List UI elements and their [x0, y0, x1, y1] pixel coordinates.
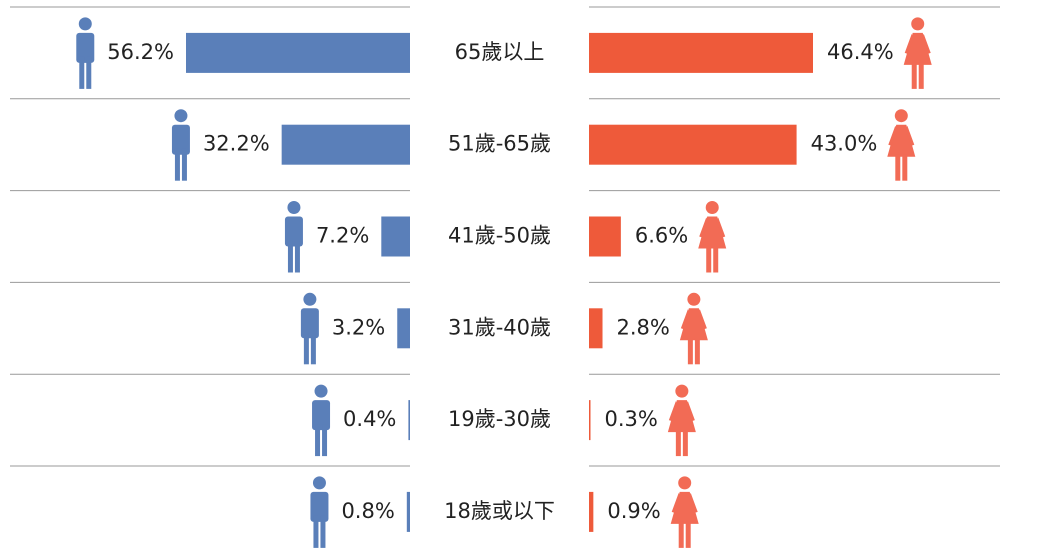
- icon-body: [300, 308, 319, 339]
- icon-body: [171, 124, 190, 155]
- icon-leg: [320, 515, 326, 548]
- category-label: 51歲-65歲: [448, 132, 551, 156]
- icon-leg: [918, 62, 924, 89]
- icon-arms: [671, 492, 698, 513]
- bar: [589, 308, 603, 349]
- icon-body: [76, 32, 95, 63]
- category-label: 31歲-40歲: [448, 315, 551, 339]
- bar: [186, 32, 410, 73]
- value-label: 46.4%: [827, 40, 894, 64]
- icon-body: [312, 400, 331, 431]
- value-label: 43.0%: [811, 132, 878, 156]
- icon-head: [678, 476, 692, 490]
- icon-head: [911, 17, 925, 31]
- female-icon: [667, 384, 696, 457]
- icon-leg: [706, 246, 712, 273]
- female-icon: [903, 17, 932, 89]
- icon-leg: [315, 424, 321, 457]
- female-icon: [698, 201, 727, 273]
- value-label: 7.2%: [316, 224, 369, 248]
- bar: [381, 216, 410, 257]
- icon-arms: [680, 309, 707, 330]
- bar: [589, 124, 797, 165]
- value-label: 3.2%: [332, 315, 385, 339]
- icon-head: [705, 201, 719, 214]
- value-label: 32.2%: [203, 132, 270, 156]
- category-label: 19歲-30歲: [448, 407, 551, 431]
- bar: [406, 491, 410, 532]
- icon-leg: [322, 424, 328, 457]
- bar: [397, 308, 410, 349]
- icon-leg: [310, 332, 316, 365]
- bar: [589, 400, 591, 441]
- icon-arms: [668, 401, 695, 422]
- icon-body: [310, 491, 329, 522]
- male-icon: [310, 476, 329, 548]
- value-label: 0.3%: [605, 407, 658, 431]
- icon-leg: [911, 62, 917, 89]
- category-label: 18歲或以下: [444, 499, 555, 523]
- icon-leg: [713, 246, 719, 273]
- icon-head: [312, 476, 326, 490]
- female-icon: [887, 109, 916, 181]
- value-label: 0.9%: [607, 499, 660, 523]
- icon-head: [303, 292, 317, 306]
- icon-leg: [675, 430, 681, 457]
- icon-head: [894, 109, 908, 123]
- icon-leg: [181, 148, 187, 181]
- icon-leg: [79, 56, 85, 89]
- female-icon: [679, 292, 708, 365]
- icon-head: [287, 201, 301, 214]
- value-label: 2.8%: [617, 315, 670, 339]
- icon-head: [687, 292, 701, 306]
- icon-leg: [895, 154, 901, 181]
- bar: [281, 124, 410, 165]
- male-icon: [312, 384, 331, 457]
- female-icon: [670, 476, 699, 548]
- bar: [589, 216, 621, 257]
- icon-leg: [287, 240, 293, 273]
- bar: [589, 491, 594, 532]
- icon-leg: [694, 338, 700, 365]
- male-icon: [76, 17, 95, 89]
- icon-head: [314, 384, 328, 398]
- icon-head: [174, 109, 188, 123]
- value-label: 0.4%: [343, 407, 396, 431]
- bar: [589, 32, 813, 73]
- icon-leg: [303, 332, 309, 365]
- icon-arms: [699, 217, 726, 238]
- male-icon: [284, 201, 303, 273]
- value-label: 6.6%: [635, 224, 688, 248]
- icon-head: [78, 17, 92, 31]
- category-label: 65歲以上: [455, 40, 545, 64]
- bar: [408, 400, 410, 441]
- icon-leg: [174, 148, 180, 181]
- icon-leg: [313, 515, 319, 548]
- icon-arms: [904, 33, 931, 54]
- icon-leg: [294, 240, 300, 273]
- icon-head: [675, 384, 689, 398]
- icon-leg: [678, 521, 684, 548]
- value-label: 0.8%: [341, 499, 394, 523]
- icon-leg: [902, 154, 908, 181]
- category-label: 41歲-50歲: [448, 224, 551, 248]
- icon-arms: [888, 125, 915, 146]
- icon-leg: [687, 338, 693, 365]
- icon-leg: [682, 430, 688, 457]
- male-icon: [300, 292, 319, 365]
- male-icon: [171, 109, 190, 181]
- icon-leg: [685, 521, 691, 548]
- icon-body: [284, 216, 303, 247]
- value-label: 56.2%: [107, 40, 174, 64]
- icon-leg: [86, 56, 92, 89]
